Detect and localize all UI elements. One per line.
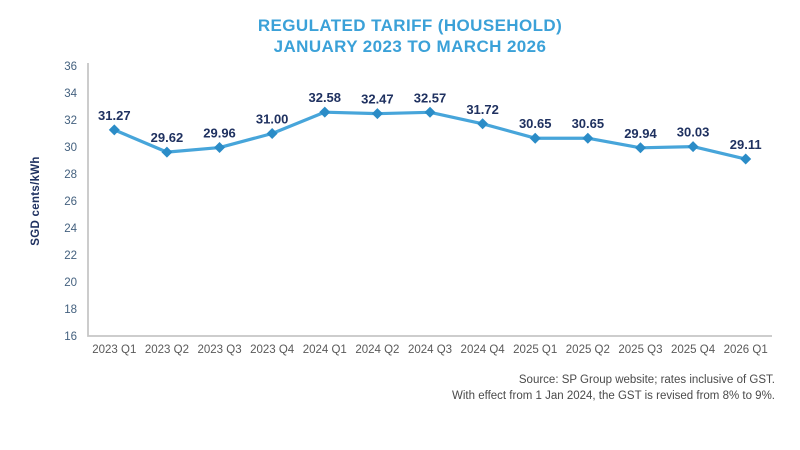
x-tick-label: 2024 Q3: [408, 344, 452, 356]
data-point-label: 29.96: [203, 126, 236, 141]
x-tick-label: 2023 Q4: [250, 344, 295, 356]
x-tick-label: 2025 Q1: [513, 344, 557, 356]
x-tick-label: 2024 Q4: [461, 344, 506, 356]
data-point-marker: [529, 132, 541, 144]
x-tick-label: 2024 Q2: [355, 344, 399, 356]
data-point-marker: [214, 142, 226, 154]
data-point-label: 29.94: [624, 126, 657, 141]
x-tick-label: 2023 Q2: [145, 344, 189, 356]
data-point-label: 29.62: [151, 130, 184, 145]
data-point-marker: [740, 153, 752, 165]
data-point-marker: [108, 124, 120, 136]
axis-lines: [87, 63, 772, 337]
data-point-label: 29.11: [730, 137, 762, 152]
data-point-marker: [161, 146, 173, 158]
x-tick-label: 2023 Q3: [197, 344, 241, 356]
data-point-marker: [424, 106, 436, 118]
chart-title: REGULATED TARIFF (HOUSEHOLD) JANUARY 202…: [20, 15, 800, 57]
y-tick-label: 16: [64, 331, 77, 343]
data-point-label: 31.72: [466, 102, 499, 117]
data-point-marker: [687, 141, 699, 153]
y-tick-label: 32: [64, 115, 77, 127]
data-point-marker: [371, 108, 383, 120]
data-point-label: 30.03: [677, 125, 710, 140]
x-tick-label: 2024 Q1: [303, 344, 347, 356]
y-tick-label: 28: [64, 169, 77, 181]
chart-title-line-2: JANUARY 2023 TO MARCH 2026: [273, 37, 547, 56]
data-point-label: 32.47: [361, 92, 394, 107]
data-point-marker: [582, 132, 594, 144]
source-note-line-1: Source: SP Group website; rates inclusiv…: [518, 374, 775, 386]
y-tick-label: 24: [64, 223, 77, 235]
x-tick-label: 2023 Q1: [92, 344, 136, 356]
x-tick-label: 2025 Q4: [671, 344, 716, 356]
data-point-label: 30.65: [519, 116, 552, 131]
data-point-label: 32.58: [308, 90, 341, 105]
data-point-marker: [634, 142, 646, 154]
data-point-label: 31.27: [98, 108, 131, 123]
y-tick-label: 26: [64, 196, 77, 208]
data-point-marker: [477, 118, 489, 130]
y-tick-label: 34: [64, 88, 77, 100]
source-note-line-2: With effect from 1 Jan 2024, the GST is …: [452, 389, 775, 402]
data-point-label: 30.65: [572, 116, 605, 131]
y-tick-label: 18: [64, 304, 77, 316]
y-tick-label: 20: [64, 277, 77, 289]
x-tick-label: 2025 Q3: [618, 344, 662, 356]
x-tick-label: 2026 Q1: [724, 344, 768, 356]
data-point-marker: [266, 128, 278, 139]
source-note: Source: SP Group website; rates inclusiv…: [452, 373, 775, 404]
y-tick-label: 36: [64, 61, 77, 73]
y-tick-label: 30: [64, 142, 77, 154]
data-point-label: 32.57: [414, 90, 447, 105]
x-tick-label: 2025 Q2: [566, 344, 610, 356]
data-point-marker: [319, 106, 331, 118]
data-point-label: 31.00: [256, 112, 289, 127]
y-tick-label: 22: [64, 250, 77, 262]
chart-title-line-1: REGULATED TARIFF (HOUSEHOLD): [257, 16, 563, 35]
